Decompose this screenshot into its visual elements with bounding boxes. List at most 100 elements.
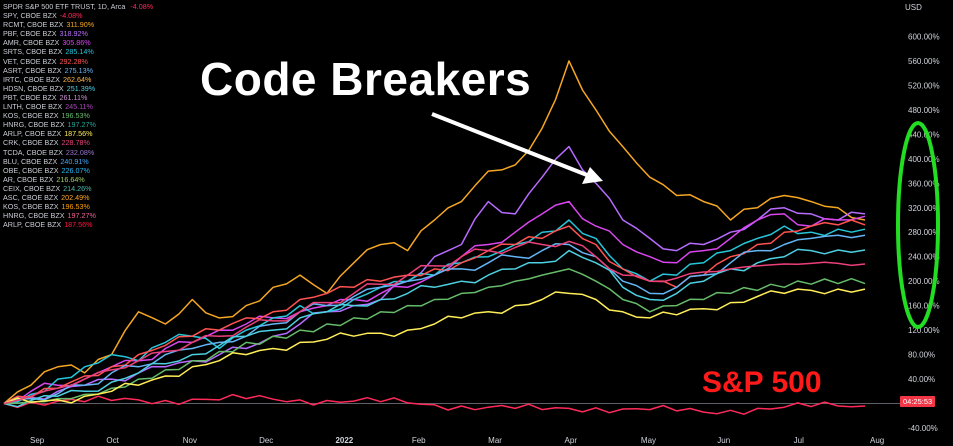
legend-item-name: BLU, CBOE BZX [3, 156, 58, 166]
annotation-arrow [431, 112, 603, 184]
legend-item: SRTS, CBOE BZX 285.14% [3, 47, 153, 56]
series-line [3, 248, 866, 408]
legend-item-name: TCDA, CBOE BZX [3, 147, 63, 157]
legend-item-value: 214.26% [63, 183, 92, 193]
y-tick-label: -40.00% [908, 424, 938, 433]
legend-item-name: KOS, CBOE BZX [3, 111, 59, 121]
code-breakers-annotation: Code Breakers [200, 53, 532, 105]
x-axis: Sep Oct Nov Dec 2022 Feb Mar Apr May Jun Jul Aug [30, 436, 884, 445]
x-tick-label: May [641, 436, 656, 445]
legend-item: IRTC, CBOE BZX 262.64% [3, 75, 153, 84]
x-tick-label: Nov [183, 436, 197, 445]
legend-item: RCMT, CBOE BZX 311.90% [3, 20, 153, 29]
series-line [3, 393, 866, 415]
legend-item-name: HDSN, CBOE BZX [3, 83, 64, 93]
y-tick-label: 480.00% [908, 106, 940, 115]
sp500-annotation: S&P 500 [702, 366, 822, 399]
legend-item: LNTH, CBOE BZX 245.11% [3, 102, 153, 111]
x-tick-label: Apr [565, 436, 578, 445]
y-tick-label: 400.00% [908, 155, 940, 164]
legend-item: HNRG, CBOE BZX 197.27% [3, 211, 153, 220]
legend-item-value: 318.92% [59, 29, 88, 39]
series-line [3, 288, 866, 405]
legend-item-value: 285.14% [65, 47, 94, 57]
legend-item-value: 311.90% [66, 20, 95, 30]
legend-item-value: 292.28% [59, 56, 88, 66]
x-tick-label: 2022 [335, 436, 353, 445]
legend-item: ASC, CBOE BZX 202.49% [3, 193, 153, 202]
x-tick-label: Mar [488, 436, 502, 445]
series-line [3, 60, 866, 405]
y-tick-label: 600.00% [908, 32, 940, 41]
legend-item: VET, CBOE BZX 292.28% [3, 57, 153, 66]
legend-item-value: 197.27% [67, 211, 96, 221]
legend-item-name: ASRT, CBOE BZX [3, 65, 62, 75]
y-tick-label: 40.00% [908, 375, 935, 384]
y-tick-label: 240.00% [908, 253, 940, 262]
legend-title: SPDR S&P 500 ETF TRUST, 1D, Arca [3, 2, 126, 11]
legend-item: CRK, CBOE BZX 228.78% [3, 138, 153, 147]
x-tick-label: Sep [30, 436, 45, 445]
legend-item: AR, CBOE BZX 216.64% [3, 175, 153, 184]
legend-item-name: KOS, CBOE BZX [3, 202, 59, 212]
legend-item-value: 216.64% [56, 174, 85, 184]
highlight-ellipse [896, 121, 940, 329]
legend-item-name: ARLP, CBOE BZX [3, 129, 62, 139]
legend-title-change: -4.08% [130, 2, 154, 11]
y-tick-label: 160.00% [908, 302, 940, 311]
legend-item-value: 196.53% [61, 202, 90, 212]
legend-item-value: 187.56% [64, 129, 93, 139]
legend-item-value: 196.53% [61, 111, 90, 121]
legend-item: KOS, CBOE BZX 196.53% [3, 202, 153, 211]
x-tick-label: Oct [106, 436, 119, 445]
legend-item-value: 245.11% [65, 102, 93, 112]
series-layer [3, 60, 866, 415]
legend-item: ASRT, CBOE BZX 275.13% [3, 66, 153, 75]
legend-item-name: HNRG, CBOE BZX [3, 211, 65, 221]
legend-title-row: SPDR S&P 500 ETF TRUST, 1D, Arca -4.08% [3, 2, 153, 11]
legend-item: SPY, CBOE BZX -4.08% [3, 11, 153, 20]
legend-item: PBF, CBOE BZX 318.92% [3, 29, 153, 38]
y-tick-label: 440.00% [908, 130, 940, 139]
series-line [3, 145, 866, 405]
legend-item-value: 226.07% [61, 165, 90, 175]
legend-item: TCDA, CBOE BZX 232.08% [3, 148, 153, 157]
legend-item: PBT, CBOE BZX 261.11% [3, 93, 153, 102]
series-line [3, 240, 866, 405]
legend-item: AMR, CBOE BZX 305.86% [3, 38, 153, 47]
legend-item-value: 232.08% [65, 147, 95, 157]
series-line [3, 268, 866, 405]
legend-item-value: 197.27% [67, 120, 96, 130]
y-tick-label: 320.00% [908, 204, 940, 213]
legend-item-value: 275.13% [64, 65, 93, 75]
legend-item-name: ASC, CBOE BZX [3, 192, 59, 202]
legend-item-name: ARLP, CBOE BZX [3, 220, 62, 230]
legend-item: HNRG, CBOE BZX 197.27% [3, 120, 153, 129]
legend-rows: SPY, CBOE BZX -4.08% RCMT, CBOE BZX 311.90%… [3, 11, 153, 229]
legend-item-value: 228.78% [61, 138, 90, 148]
y-axis: 600.00% 560.00% 520.00% 480.00% 440.00% 400.0… [908, 32, 940, 433]
legend-item-value: 240.91% [60, 156, 89, 166]
y-tick-label: 360.00% [908, 179, 940, 188]
x-tick-label: Dec [259, 436, 273, 445]
legend-item-value: -4.08% [59, 11, 83, 21]
legend-item-value: 187.56% [64, 220, 93, 230]
legend-item-name: CEIX, CBOE BZX [3, 183, 61, 193]
legend-item-value: 251.39% [66, 83, 96, 93]
legend-item-value: 261.11% [59, 92, 88, 102]
y-tick-label: 520.00% [908, 81, 940, 90]
y-tick-label: 560.00% [908, 57, 940, 66]
legend-item-name: AMR, CBOE BZX [3, 38, 60, 48]
legend-item: OBE, CBOE BZX 226.07% [3, 166, 153, 175]
legend-item-value: 262.64% [62, 74, 92, 84]
legend-item: ARLP, CBOE BZX 187.56% [3, 129, 153, 138]
legend-item-name: LNTH, CBOE BZX [3, 102, 63, 112]
legend-item-name: HNRG, CBOE BZX [3, 120, 65, 130]
legend-item: HDSN, CBOE BZX 251.39% [3, 84, 153, 93]
y-tick-label: 80.00% [908, 351, 935, 360]
legend-item-name: PBF, CBOE BZX [3, 29, 57, 39]
x-tick-label: Aug [870, 436, 884, 445]
legend-item-name: VET, CBOE BZX [3, 56, 57, 66]
currency-label: USD [905, 3, 922, 12]
